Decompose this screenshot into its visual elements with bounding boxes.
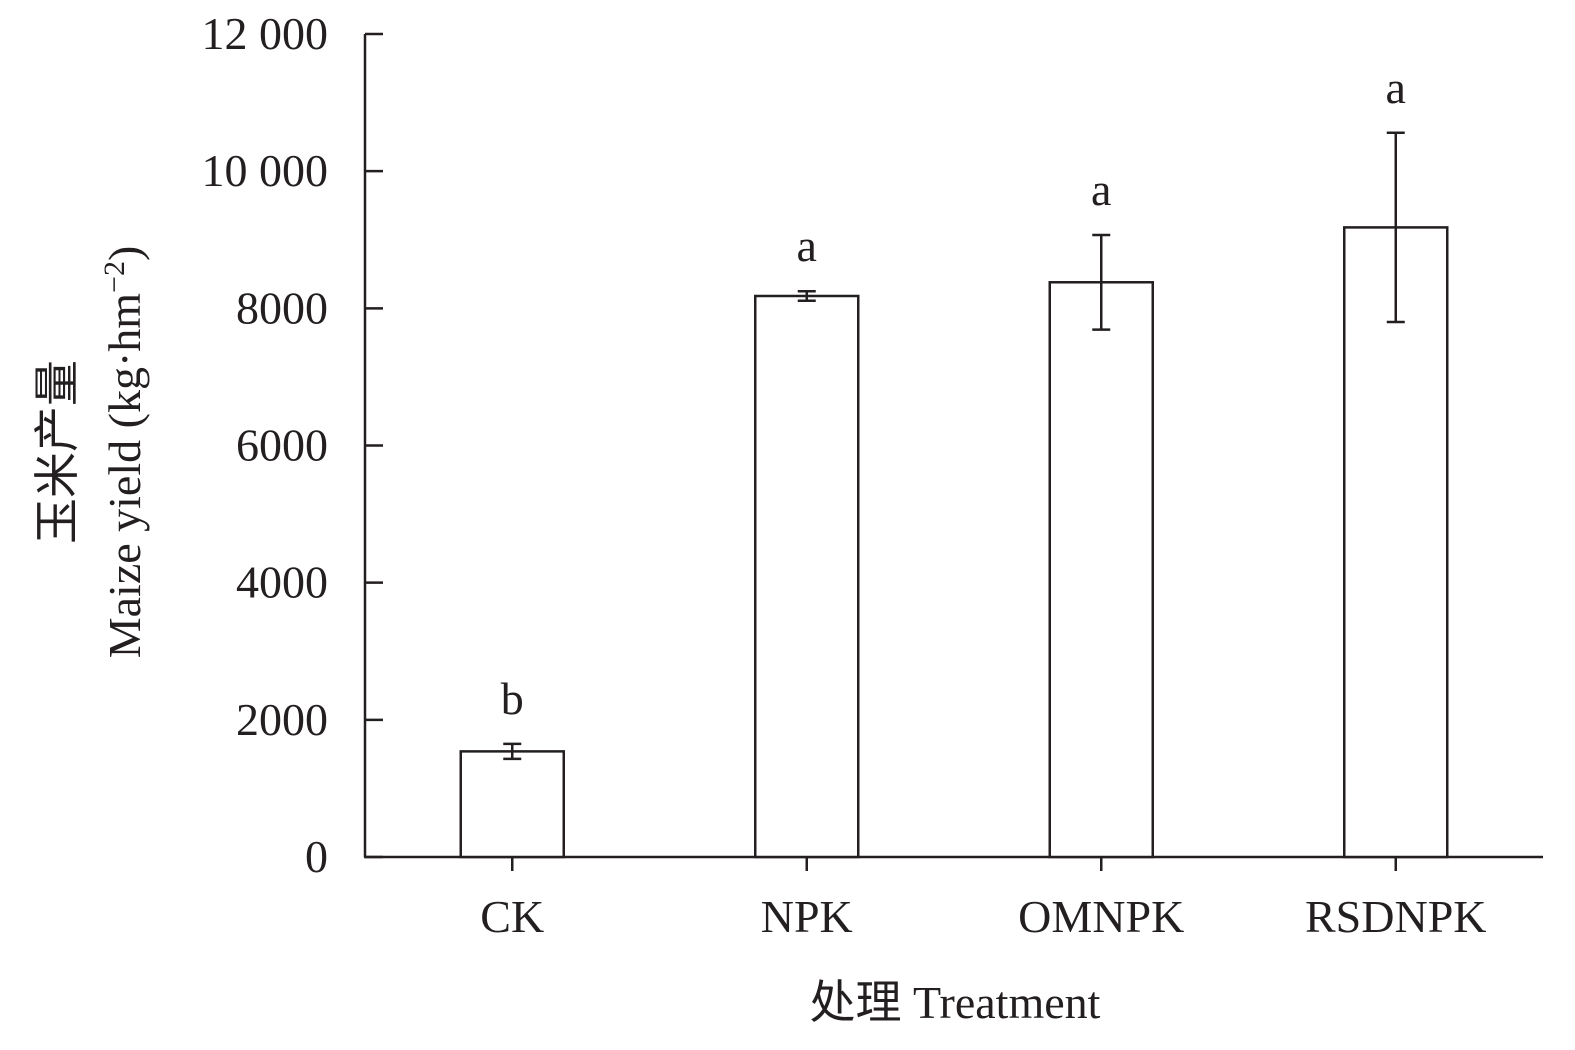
bar (754, 294, 860, 859)
y-axis-title-main: Maize yield (kg·hm (99, 293, 150, 659)
bar (459, 750, 565, 859)
x-tick-label: OMNPK (1018, 891, 1184, 942)
y-axis-title-chinese: 玉米产量 (32, 360, 83, 544)
bars (459, 131, 1449, 859)
y-tick-label: 12 000 (202, 8, 329, 59)
x-tick-label: RSDNPK (1305, 891, 1487, 942)
bar (1343, 226, 1449, 859)
significance-label: a (1386, 62, 1406, 113)
y-axis-title-close: ) (99, 246, 150, 261)
y-tick-label: 0 (305, 831, 328, 882)
y-tick-label: 6000 (236, 420, 328, 471)
y-tick-label: 10 000 (202, 145, 329, 196)
labels: 0 2000 4000 6000 8000 10 000 12 000 CK NPK OMNPK R… (202, 8, 1487, 942)
x-axis-title: 处理 Treatment (810, 977, 1101, 1028)
x-tick-label: NPK (761, 891, 853, 942)
y-tick-label: 4000 (236, 557, 328, 608)
y-tick-label: 2000 (236, 694, 328, 745)
x-tick-label: CK (480, 891, 544, 942)
significance-label: b (501, 673, 524, 724)
y-axis-title-english: Maize yield (kg·hm−2) (98, 246, 150, 659)
significance-label: a (797, 220, 817, 271)
bar (1048, 281, 1154, 859)
significance-label: a (1091, 164, 1111, 215)
y-axis-title-superscript: −2 (98, 261, 131, 293)
y-tick-label: 8000 (236, 282, 328, 333)
